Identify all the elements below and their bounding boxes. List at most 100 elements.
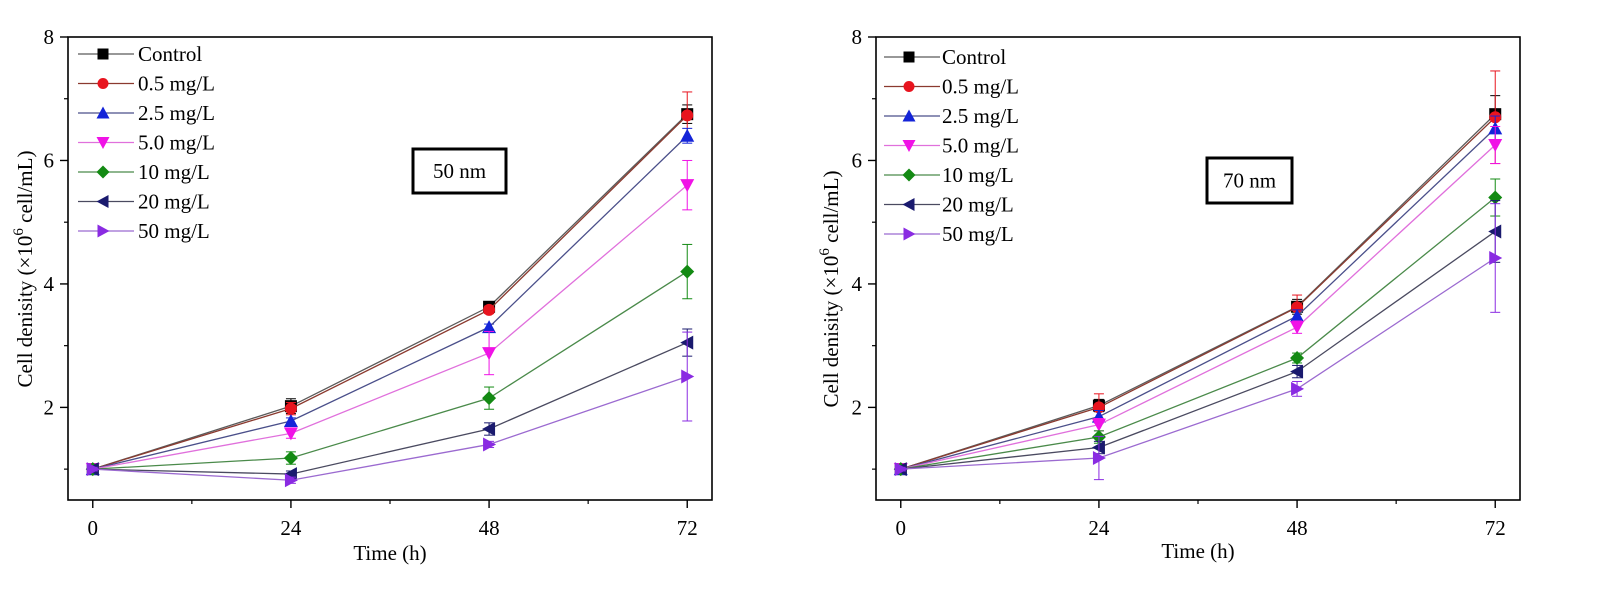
data-point (284, 473, 298, 488)
y-tick-label: 6 (852, 148, 863, 172)
data-point (482, 422, 496, 437)
x-tick-label: 48 (1287, 516, 1308, 540)
series-line (900, 144, 1496, 470)
legend-marker (903, 227, 916, 241)
series-line (900, 197, 1496, 470)
data-point (1488, 139, 1503, 153)
y-tick-label: 2 (44, 395, 55, 419)
data-point (483, 303, 496, 316)
legend-label: 10 mg/L (942, 163, 1014, 187)
x-axis-label: Time (h) (1161, 539, 1234, 563)
legend-label: 2.5 mg/L (942, 104, 1019, 128)
x-tick-label: 24 (280, 516, 302, 540)
series-line (92, 114, 688, 470)
legend-marker (97, 48, 109, 60)
series-line (900, 127, 1496, 470)
data-point (1290, 309, 1305, 323)
data-point (483, 437, 497, 452)
series-line (92, 135, 688, 470)
data-point (894, 462, 908, 477)
y-axis-label: Cell denisity (×106 cell/mL) (11, 151, 37, 388)
annotation-label: 70 nm (1223, 169, 1276, 193)
x-tick-label: 48 (479, 516, 500, 540)
x-tick-label: 72 (677, 516, 698, 540)
legend-marker (902, 198, 915, 211)
legend-marker (97, 224, 110, 238)
data-point (1290, 351, 1305, 366)
legend-marker (97, 78, 109, 89)
legend-marker (903, 51, 915, 63)
legend-label: 5.0 mg/L (138, 131, 215, 155)
legend-marker (96, 165, 110, 179)
data-point (680, 179, 695, 193)
legend-marker (96, 195, 109, 208)
legend-label: 0.5 mg/L (942, 75, 1019, 99)
series-line (900, 116, 1496, 470)
legend-label: 50 mg/L (138, 219, 210, 243)
series-7 (86, 331, 695, 488)
legend-marker (902, 140, 916, 152)
legend-marker (902, 168, 916, 182)
series-5 (85, 243, 695, 477)
x-axis-label: Time (h) (353, 541, 426, 565)
data-point (482, 347, 497, 361)
legend-label: 20 mg/L (942, 193, 1014, 217)
series-line (92, 341, 688, 475)
legend: Control 0.5 mg/L 2.5 mg/L 5.0 mg/L 10 mg/L 20… (884, 45, 1019, 246)
data-point (1290, 321, 1305, 335)
y-axis-label: Cell denisity (×106 cell/mL) (817, 171, 843, 408)
data-point (283, 413, 298, 427)
series-line (92, 113, 688, 470)
legend: Control 0.5 mg/L 2.5 mg/L 5.0 mg/L 10 mg/L 20… (78, 42, 215, 243)
legend-label: Control (138, 42, 202, 66)
legend-marker (903, 81, 915, 92)
legend-label: 10 mg/L (138, 160, 210, 184)
data-point (1291, 381, 1305, 396)
data-point (680, 128, 695, 142)
annotation-box (411, 147, 508, 195)
y-tick-label: 2 (852, 395, 863, 419)
data-point (283, 451, 298, 466)
legend-marker (96, 137, 110, 149)
y-tick-label: 8 (44, 25, 55, 49)
data-point (1290, 364, 1304, 379)
legend-label: 50 mg/L (942, 222, 1014, 246)
legend-marker (902, 109, 916, 122)
series-line (900, 257, 1496, 470)
x-tick-label: 72 (1485, 516, 1506, 540)
x-tick-label: 24 (1088, 516, 1110, 540)
legend-marker (96, 106, 110, 119)
series-line (900, 230, 1496, 470)
series-line (92, 271, 688, 470)
annotation-label: 50 nm (433, 159, 486, 183)
legend-label: Control (942, 45, 1006, 69)
y-tick-label: 4 (852, 272, 863, 296)
data-point (283, 427, 298, 441)
data-point (1291, 301, 1304, 314)
series-line (900, 113, 1496, 470)
data-point (482, 320, 497, 334)
data-point (1091, 418, 1106, 432)
legend-label: 20 mg/L (138, 190, 210, 214)
legend-label: 0.5 mg/L (138, 72, 215, 96)
legend-label: 2.5 mg/L (138, 101, 215, 125)
data-point (680, 264, 695, 279)
data-point (1489, 251, 1503, 266)
series-7 (894, 203, 1503, 481)
data-point (681, 109, 694, 122)
series-2 (894, 70, 1502, 476)
x-tick-label: 0 (88, 516, 99, 540)
x-tick-label: 0 (896, 516, 907, 540)
data-point (1092, 451, 1106, 466)
series-line (92, 375, 688, 481)
annotation-box (1205, 156, 1294, 205)
data-point (86, 462, 100, 477)
series-line (92, 184, 688, 470)
y-tick-label: 4 (44, 272, 55, 296)
data-point (284, 402, 297, 415)
y-tick-label: 8 (852, 25, 863, 49)
data-point (482, 391, 497, 406)
